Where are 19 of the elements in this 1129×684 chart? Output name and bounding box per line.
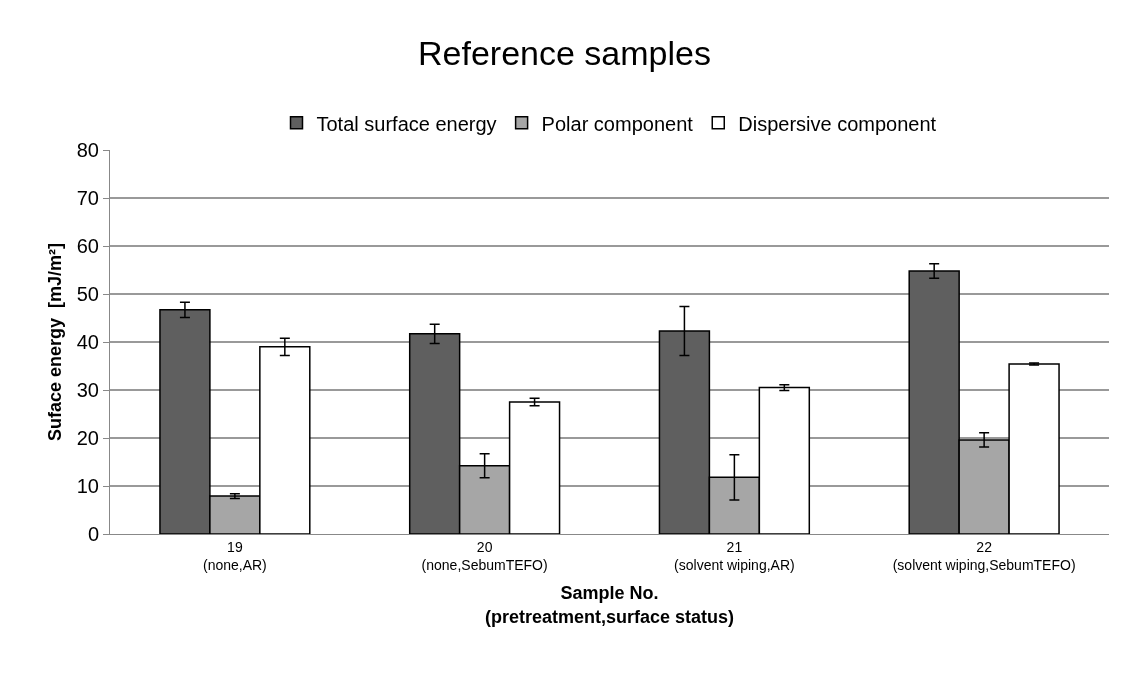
y-tick-label: 70 — [76, 187, 99, 209]
y-tick-label: 0 — [87, 523, 99, 545]
y-tick-label: 80 — [76, 139, 99, 161]
legend-label: Polar component — [541, 112, 694, 135]
x-tick-label: 20 (none,SebumTEFO) — [421, 538, 548, 573]
x-tick-label: 22 (solvent wiping,SebumTEFO) — [892, 538, 1076, 573]
x-tick-label: 19 (none,AR) — [202, 538, 267, 573]
y-tick-label: 50 — [76, 283, 99, 305]
x-tick-label: 21 (solvent wiping,AR) — [674, 538, 795, 573]
x-axis-title: Sample No. (pretreatment,surface status) — [484, 583, 735, 627]
y-tick-label: 10 — [76, 475, 99, 497]
y-tick-label: 40 — [76, 331, 99, 353]
legend-label: Total surface energy — [316, 112, 497, 135]
y-tick-label: 30 — [76, 379, 99, 401]
y-tick-label: 60 — [76, 235, 99, 257]
chart-title: Reference samples — [418, 33, 711, 72]
y-tick-label: 20 — [76, 427, 99, 449]
y-axis-title: Suface energy [mJ/m²] — [44, 242, 65, 442]
legend-label: Dispersive component — [738, 112, 937, 135]
